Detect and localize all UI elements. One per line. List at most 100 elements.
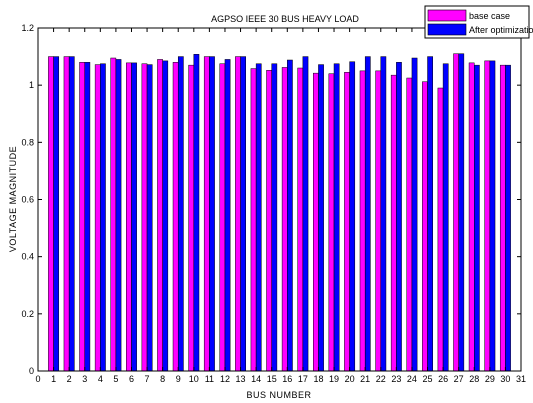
x-tick-label: 10 bbox=[189, 374, 199, 384]
bar-after-optimization-bus-17 bbox=[302, 56, 309, 372]
bar-after-optimization-bus-7 bbox=[146, 64, 153, 372]
bar-after-optimization-bus-3 bbox=[84, 62, 91, 372]
bar-base-case-bus-12 bbox=[219, 63, 226, 372]
bar-base-case-bus-28 bbox=[468, 62, 475, 372]
bar-after-optimization-bus-1 bbox=[53, 56, 60, 372]
bar-base-case-bus-14 bbox=[250, 68, 257, 372]
bar-base-case-bus-16 bbox=[281, 67, 288, 372]
x-tick-label: 28 bbox=[469, 374, 479, 384]
bar-base-case-bus-8 bbox=[157, 59, 163, 372]
bar-base-case-bus-19 bbox=[328, 73, 335, 372]
x-tick-label: 14 bbox=[251, 374, 261, 384]
x-tick-label: 7 bbox=[145, 374, 150, 384]
x-tick-label: 2 bbox=[67, 374, 72, 384]
bar-base-case-bus-15 bbox=[266, 70, 272, 372]
x-tick-label: 26 bbox=[438, 374, 448, 384]
x-tick-label: 8 bbox=[160, 374, 165, 384]
bar-after-optimization-bus-21 bbox=[364, 56, 371, 372]
y-tick-label: 1 bbox=[29, 80, 34, 90]
bar-base-case-bus-20 bbox=[344, 72, 350, 372]
x-tick-label: 25 bbox=[423, 374, 433, 384]
bar-after-optimization-bus-19 bbox=[333, 63, 340, 372]
bar-base-case-bus-26 bbox=[437, 87, 444, 372]
bar-after-optimization-bus-12 bbox=[224, 59, 231, 372]
bar-after-optimization-bus-9 bbox=[177, 56, 184, 372]
x-tick-label: 4 bbox=[98, 374, 103, 384]
bar-after-optimization-bus-20 bbox=[349, 61, 356, 372]
bar-base-case-bus-29 bbox=[484, 60, 491, 372]
bar-after-optimization-bus-4 bbox=[100, 63, 106, 372]
x-tick-label: 5 bbox=[113, 374, 118, 384]
x-tick-label: 19 bbox=[329, 374, 339, 384]
y-tick-label: 0 bbox=[29, 366, 34, 376]
bar-base-case-bus-5 bbox=[110, 57, 117, 372]
y-tick-label: 1.2 bbox=[21, 23, 34, 33]
bar-after-optimization-bus-22 bbox=[380, 56, 387, 372]
bar-base-case-bus-10 bbox=[188, 64, 195, 372]
bar-after-optimization-bus-6 bbox=[131, 62, 137, 372]
x-axis: 0 1 2 3 4 5 6 7 8 9 10 11 12 13 14 15 16 17 18 19 20 21 22 23 24… bbox=[35, 28, 526, 384]
bar-after-optimization-bus-26 bbox=[442, 63, 449, 372]
x-tick-label: 22 bbox=[376, 374, 386, 384]
bar-base-case-bus-25 bbox=[422, 81, 428, 372]
bar-after-optimization-bus-30 bbox=[505, 64, 511, 372]
bar-base-case-bus-30 bbox=[499, 64, 506, 372]
bar-base-case-bus-11 bbox=[203, 56, 210, 372]
x-tick-label: 29 bbox=[485, 374, 495, 384]
bar-after-optimization-bus-24 bbox=[411, 57, 418, 372]
legend-label-after-optimization: After optimization bbox=[469, 25, 533, 35]
x-tick-label: 9 bbox=[176, 374, 181, 384]
bar-after-optimization-bus-29 bbox=[489, 60, 496, 372]
bar-after-optimization-bus-8 bbox=[162, 60, 169, 372]
x-tick-label: 12 bbox=[220, 374, 230, 384]
legend-swatch-after-optimization bbox=[427, 23, 467, 36]
bar-after-optimization-bus-10 bbox=[193, 54, 200, 372]
bar-after-optimization-bus-27 bbox=[458, 53, 465, 372]
x-tick-label: 24 bbox=[407, 374, 417, 384]
bar-base-case-bus-23 bbox=[390, 74, 397, 372]
y-tick-label: 0.2 bbox=[21, 309, 34, 319]
x-tick-label: 18 bbox=[313, 374, 323, 384]
x-tick-label: 6 bbox=[129, 374, 134, 384]
bar-base-case-bus-9 bbox=[172, 62, 179, 372]
x-tick-label: 13 bbox=[236, 374, 246, 384]
y-tick-label: 0.6 bbox=[21, 195, 34, 205]
bar-after-optimization-bus-5 bbox=[115, 59, 122, 372]
x-tick-label: 23 bbox=[391, 374, 401, 384]
bar-base-case-bus-24 bbox=[406, 77, 413, 372]
bar-after-optimization-bus-25 bbox=[427, 56, 433, 372]
x-axis-label: BUS NUMBER bbox=[246, 390, 311, 400]
bar-base-case-bus-13 bbox=[235, 56, 241, 372]
x-tick-label: 16 bbox=[282, 374, 292, 384]
bar-base-case-bus-27 bbox=[453, 53, 459, 372]
x-tick-label: 27 bbox=[454, 374, 464, 384]
bar-after-optimization-bus-23 bbox=[396, 62, 402, 372]
x-tick-label: 31 bbox=[516, 374, 526, 384]
bar-base-case-bus-1 bbox=[48, 56, 54, 372]
x-tick-label: 15 bbox=[267, 374, 277, 384]
legend-label-base-case: base case bbox=[469, 11, 510, 21]
bar-after-optimization-bus-15 bbox=[271, 63, 278, 372]
chart-title: AGPSO IEEE 30 BUS HEAVY LOAD bbox=[211, 14, 359, 24]
bars-group bbox=[48, 53, 511, 372]
y-tick-label: 0.8 bbox=[21, 137, 34, 147]
bar-base-case-bus-17 bbox=[297, 67, 304, 372]
x-tick-label: 21 bbox=[360, 374, 370, 384]
x-tick-label: 20 bbox=[345, 374, 355, 384]
legend: base case After optimization bbox=[424, 5, 533, 39]
bar-base-case-bus-21 bbox=[359, 70, 366, 372]
bar-base-case-bus-7 bbox=[141, 63, 148, 372]
bar-after-optimization-bus-16 bbox=[287, 59, 293, 372]
bar-base-case-bus-6 bbox=[126, 62, 132, 372]
x-tick-label: 1 bbox=[51, 374, 56, 384]
bar-after-optimization-bus-28 bbox=[474, 64, 480, 372]
bar-base-case-bus-3 bbox=[79, 62, 85, 372]
y-axis-label: VOLTAGE MAGNITUDE bbox=[8, 146, 18, 252]
x-tick-label: 3 bbox=[82, 374, 87, 384]
legend-swatch-base-case bbox=[427, 9, 467, 22]
bar-after-optimization-bus-18 bbox=[318, 64, 324, 372]
x-tick-label: 30 bbox=[500, 374, 510, 384]
bar-base-case-bus-2 bbox=[63, 56, 70, 372]
bar-after-optimization-bus-14 bbox=[255, 63, 262, 372]
